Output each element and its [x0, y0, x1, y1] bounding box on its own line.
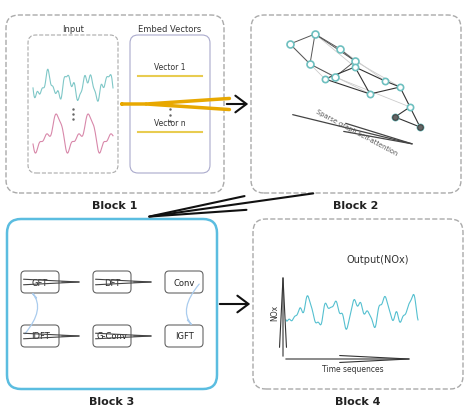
FancyBboxPatch shape — [21, 325, 59, 347]
FancyArrowPatch shape — [25, 294, 37, 334]
Text: GFT: GFT — [32, 278, 48, 287]
Text: Vector n: Vector n — [154, 119, 186, 128]
Text: Block 4: Block 4 — [335, 396, 381, 406]
FancyBboxPatch shape — [93, 271, 131, 293]
Text: DFT: DFT — [104, 278, 120, 287]
Text: NOx: NOx — [271, 304, 280, 320]
Text: IGFT: IGFT — [174, 332, 193, 341]
FancyBboxPatch shape — [93, 325, 131, 347]
Text: Block 2: Block 2 — [333, 201, 379, 211]
FancyBboxPatch shape — [165, 271, 203, 293]
Text: Block 1: Block 1 — [92, 201, 137, 211]
Text: Sparse graph self-attention: Sparse graph self-attention — [315, 109, 399, 157]
FancyBboxPatch shape — [21, 271, 59, 293]
Text: IDFT: IDFT — [31, 332, 49, 341]
FancyArrowPatch shape — [186, 285, 199, 325]
Text: Output(NOx): Output(NOx) — [347, 254, 409, 264]
Text: Input: Input — [62, 24, 84, 33]
Text: Time sequences: Time sequences — [322, 365, 384, 374]
Text: Conv: Conv — [173, 278, 195, 287]
FancyBboxPatch shape — [165, 325, 203, 347]
Text: Block 3: Block 3 — [90, 396, 135, 406]
Text: G-Conv: G-Conv — [97, 332, 128, 341]
Text: Embed Vectors: Embed Vectors — [138, 24, 201, 33]
Text: Vector 1: Vector 1 — [154, 63, 186, 72]
